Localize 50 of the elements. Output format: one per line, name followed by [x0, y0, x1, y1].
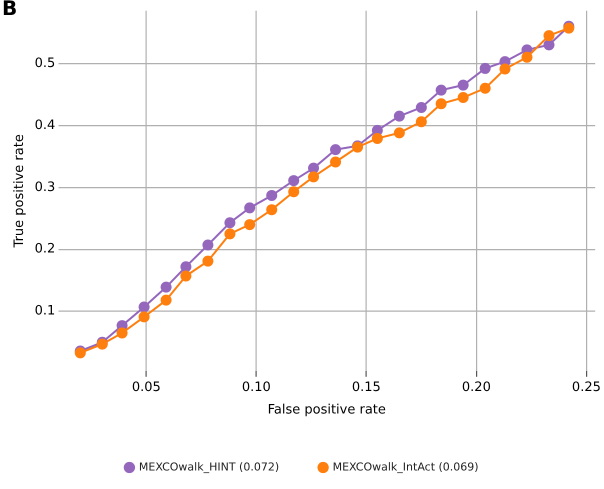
point: [266, 204, 278, 216]
point: [160, 282, 172, 293]
point: [330, 144, 342, 156]
point: [202, 256, 214, 267]
point: [308, 171, 320, 182]
y-tick-label: 0.3: [34, 180, 56, 195]
point: [266, 190, 278, 201]
y-axis-title: True positive rate: [12, 134, 28, 248]
y-tick-label: 0.5: [34, 56, 56, 71]
point: [160, 294, 172, 306]
point: [224, 228, 236, 240]
point: [330, 156, 342, 168]
text: B: [2, 0, 18, 20]
point: [543, 30, 554, 42]
point: [224, 217, 236, 228]
y-tick-label: 0.4: [34, 118, 56, 133]
point: [244, 202, 256, 214]
point: [138, 301, 150, 312]
point: [180, 270, 192, 282]
point: [521, 52, 532, 63]
x-axis-title: False positive rate: [268, 402, 386, 418]
point: [202, 240, 214, 251]
point: [244, 219, 256, 230]
point: [288, 175, 300, 186]
y-tick-label: 0.1: [34, 304, 56, 319]
point: [436, 84, 447, 96]
point: [288, 186, 300, 198]
point: [372, 132, 383, 144]
point: [480, 82, 491, 94]
point: [499, 64, 510, 75]
legend-label: MEXCOwalk_HINT (0.072): [138, 460, 280, 474]
x-tick-label: 0.20: [462, 380, 491, 395]
point: [458, 80, 469, 91]
y-tick-label: 0.2: [34, 242, 56, 257]
point: [138, 311, 150, 322]
point: [394, 110, 405, 122]
point: [480, 62, 491, 74]
point: [180, 261, 192, 272]
legend-label: MEXCOwalk_IntAct (0.069): [332, 460, 479, 474]
point: [436, 98, 447, 110]
x-tick-label: 0.25: [572, 380, 601, 395]
point: [394, 127, 405, 138]
x-tick-label: 0.10: [242, 380, 271, 395]
point: [116, 328, 128, 339]
x-tick-label: 0.15: [352, 380, 381, 395]
point: [416, 116, 427, 128]
x-tick-label: 0.05: [132, 380, 161, 395]
point: [416, 102, 427, 113]
point: [458, 92, 469, 104]
point: [543, 39, 554, 50]
